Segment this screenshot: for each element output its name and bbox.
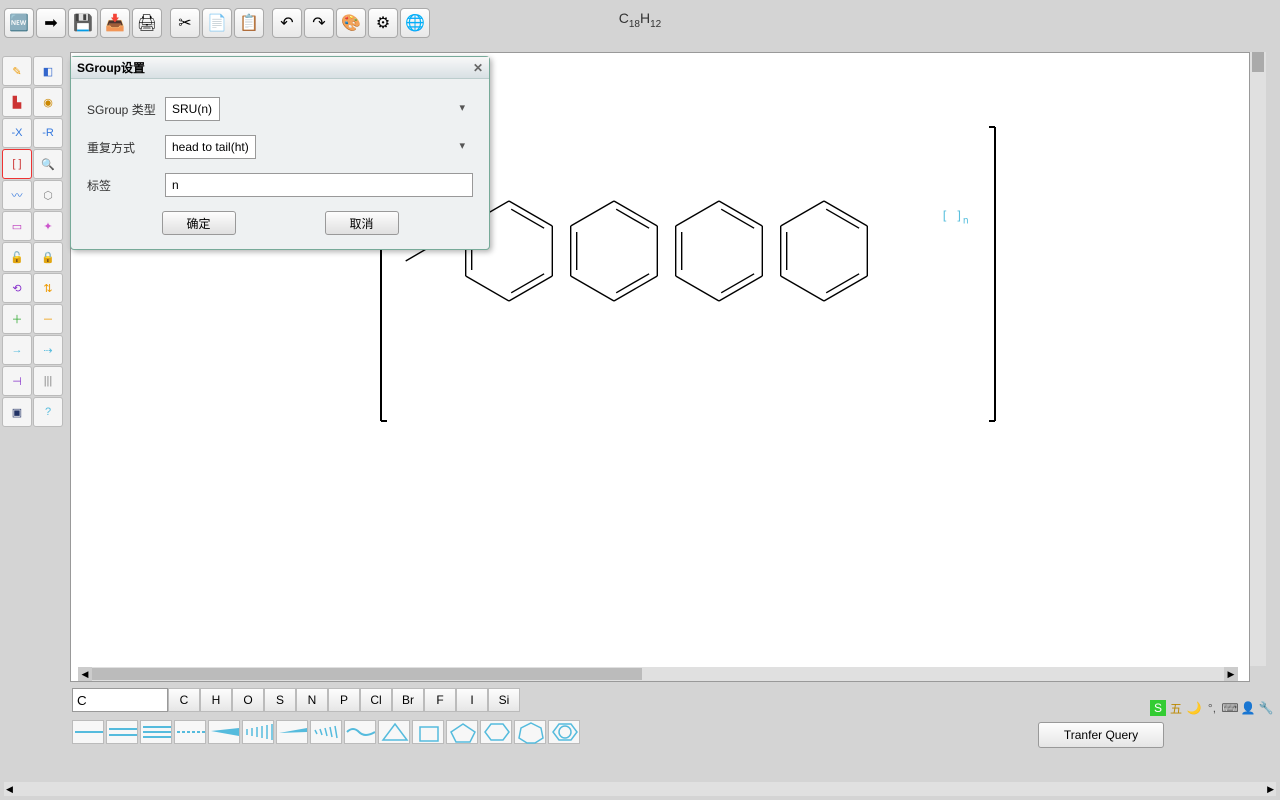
rect-icon[interactable]: ▭ <box>2 211 32 241</box>
paste-icon[interactable]: 📋 <box>234 8 264 38</box>
remove-icon[interactable]: － <box>33 304 63 334</box>
settings-icon[interactable]: ⚙ <box>368 8 398 38</box>
ime-wrench-icon[interactable]: 🔧 <box>1258 700 1274 716</box>
cyclopropane-icon[interactable] <box>378 720 410 744</box>
page-horizontal-scrollbar[interactable]: ◀▶ <box>4 782 1276 796</box>
molecular-formula: C18H12 <box>619 10 662 30</box>
element-input[interactable] <box>72 688 168 712</box>
lock-open-icon[interactable]: 🔓 <box>2 242 32 272</box>
browser-icon[interactable]: 🌐 <box>400 8 430 38</box>
ime-s-icon[interactable]: S <box>1150 700 1166 716</box>
bond-bar <box>72 720 580 744</box>
search-icon[interactable]: 🔍 <box>33 149 63 179</box>
sgroup-marker: [ ]n <box>941 209 969 226</box>
copy-icon[interactable]: 📄 <box>202 8 232 38</box>
lock-icon[interactable]: 🔒 <box>33 242 63 272</box>
chart-icon[interactable]: ▙ <box>2 87 32 117</box>
transfer-query-button[interactable]: Tranfer Query <box>1038 722 1164 748</box>
cyclopentane-icon[interactable] <box>446 720 478 744</box>
wedge2-icon[interactable] <box>276 720 308 744</box>
bond-icon[interactable]: ⊣ <box>2 366 32 396</box>
tag-label: 标签 <box>87 177 165 194</box>
print-icon[interactable]: 🖨 <box>132 8 162 38</box>
pencil-icon[interactable]: ✎ <box>2 56 32 86</box>
dialog-title-text: SGroup设置 <box>77 59 145 76</box>
left-toolbar: ✎◧▙◉-X-R[ ]🔍〰⬡▭✦🔓🔒⟲⇅＋－→⇢⊣|||▣? <box>2 56 64 427</box>
arrow2-icon[interactable]: ⇢ <box>33 335 63 365</box>
bracket-icon[interactable]: [ ] <box>2 149 32 179</box>
cancel-button[interactable]: 取消 <box>325 211 399 235</box>
r-label-icon[interactable]: -R <box>33 118 63 148</box>
add-icon[interactable]: ＋ <box>2 304 32 334</box>
element-br-button[interactable]: Br <box>392 688 424 712</box>
vertical-scrollbar[interactable] <box>1250 52 1266 666</box>
bars-icon[interactable]: ||| <box>33 366 63 396</box>
close-icon[interactable]: ✕ <box>473 61 483 75</box>
element-s-button[interactable]: S <box>264 688 296 712</box>
element-h-button[interactable]: H <box>200 688 232 712</box>
element-p-button[interactable]: P <box>328 688 360 712</box>
screen-icon[interactable]: ▣ <box>2 397 32 427</box>
element-c-button[interactable]: C <box>168 688 200 712</box>
hash2-icon[interactable] <box>310 720 342 744</box>
double-bond-icon[interactable] <box>106 720 138 744</box>
cut-icon[interactable]: ✂ <box>170 8 200 38</box>
redo-icon[interactable]: ↷ <box>304 8 334 38</box>
wavy-bond-icon[interactable] <box>344 720 376 744</box>
dash-bond-icon[interactable] <box>174 720 206 744</box>
wedge-bond-icon[interactable] <box>208 720 240 744</box>
eraser-icon[interactable]: ◧ <box>33 56 63 86</box>
open-icon[interactable]: ➡ <box>36 8 66 38</box>
benzene-icon[interactable] <box>548 720 580 744</box>
save-icon[interactable]: 💾 <box>68 8 98 38</box>
element-bar: CHOSNPClBrFISi <box>72 688 522 712</box>
ime-wubi-icon[interactable]: 五 <box>1168 700 1184 716</box>
tag-input[interactable] <box>165 173 473 197</box>
element-f-button[interactable]: F <box>424 688 456 712</box>
undo-icon[interactable]: ↶ <box>272 8 302 38</box>
rotate-icon[interactable]: ⟲ <box>2 273 32 303</box>
cyclobutane-icon[interactable] <box>412 720 444 744</box>
brush-icon[interactable]: ✦ <box>33 211 63 241</box>
repeat-mode-label: 重复方式 <box>87 139 165 156</box>
repeat-mode-select[interactable]: head to tail(ht) <box>165 135 256 159</box>
top-toolbar: 🆕➡💾📥🖨 ✂📄📋 ↶↷🎨⚙🌐 <box>4 8 430 38</box>
element-si-button[interactable]: Si <box>488 688 520 712</box>
cyclohexane-icon[interactable] <box>480 720 512 744</box>
arrow1-icon[interactable]: → <box>2 335 32 365</box>
chain-icon[interactable]: 〰 <box>2 180 32 210</box>
flag-icon[interactable]: ◉ <box>33 87 63 117</box>
new-icon[interactable]: 🆕 <box>4 8 34 38</box>
ime-moon-icon[interactable]: 🌙 <box>1186 700 1202 716</box>
ime-user-icon[interactable]: 👤 <box>1240 700 1256 716</box>
ime-punct-icon[interactable]: °, <box>1204 700 1220 716</box>
x-label-icon[interactable]: -X <box>2 118 32 148</box>
element-n-button[interactable]: N <box>296 688 328 712</box>
sgroup-type-label: SGroup 类型 <box>87 101 165 118</box>
element-o-button[interactable]: O <box>232 688 264 712</box>
hash-bond-icon[interactable] <box>242 720 274 744</box>
dialog-titlebar[interactable]: SGroup设置 ✕ <box>71 57 489 79</box>
palette-icon[interactable]: 🎨 <box>336 8 366 38</box>
flip-icon[interactable]: ⇅ <box>33 273 63 303</box>
element-i-button[interactable]: I <box>456 688 488 712</box>
element-cl-button[interactable]: Cl <box>360 688 392 712</box>
triple-bond-icon[interactable] <box>140 720 172 744</box>
ok-button[interactable]: 确定 <box>162 211 236 235</box>
sgroup-dialog: SGroup设置 ✕ SGroup 类型 SRU(n) 重复方式 head to… <box>70 56 490 250</box>
help-icon[interactable]: ? <box>33 397 63 427</box>
ring-icon[interactable]: ⬡ <box>33 180 63 210</box>
ime-kbd-icon[interactable]: ⌨ <box>1222 700 1238 716</box>
horizontal-scrollbar[interactable]: ◀▶ <box>78 667 1238 681</box>
sgroup-type-select[interactable]: SRU(n) <box>165 97 220 121</box>
ime-tray: S五🌙°,⌨👤🔧 <box>1150 700 1274 716</box>
single-bond-icon[interactable] <box>72 720 104 744</box>
import-icon[interactable]: 📥 <box>100 8 130 38</box>
cycloheptane-icon[interactable] <box>514 720 546 744</box>
